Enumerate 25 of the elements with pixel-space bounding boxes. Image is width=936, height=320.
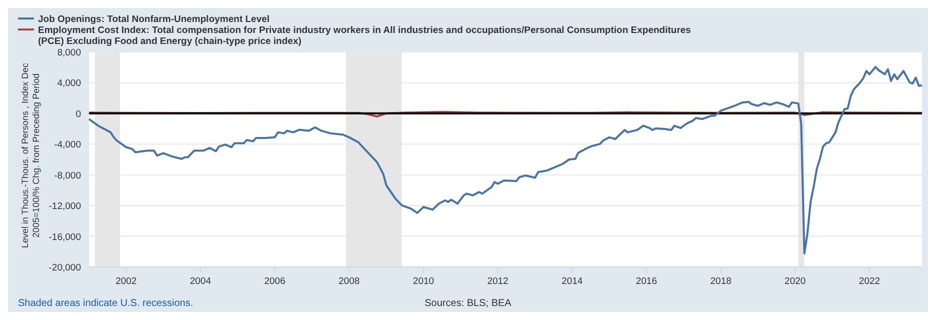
- x-tick-label: 2018: [710, 276, 732, 287]
- source-note: Sources: BLS; BEA: [424, 298, 512, 309]
- x-tick-label: 2002: [116, 276, 137, 287]
- x-tick-label: 2022: [858, 276, 880, 287]
- y-tick-label: -4,000: [54, 140, 81, 151]
- x-tick-label: 2010: [412, 276, 434, 287]
- x-tick-label: 2014: [562, 276, 583, 287]
- y-tick-label: -16,000: [48, 232, 81, 243]
- y-tick-label: 8,000: [57, 48, 81, 58]
- legend-label: Employment Cost Index: Total compensation for Private industry workers in All industries and occupations/Personal Consumption Expenditures (PCE) Excluding Food and Energy (chain-type price index): [38, 25, 691, 47]
- y-tick-label: 0: [76, 108, 81, 120]
- y-tick-label: -12,000: [48, 201, 81, 212]
- y-tick-label: -8,000: [54, 170, 81, 182]
- x-tick-label: 2008: [338, 276, 360, 287]
- y-tick-label: 4,000: [57, 78, 81, 90]
- y-tick-label: -20,000: [48, 262, 81, 274]
- x-tick-label: 2004: [190, 276, 211, 287]
- legend-label: Job Openings: Total Nonfarm-Unemployment Level: [38, 14, 270, 25]
- x-tick-label: 2006: [264, 276, 286, 287]
- x-tick-label: 2020: [784, 276, 806, 287]
- line-series: [88, 66, 923, 254]
- y-axis-title: Level in Thous.-Thous. of Persons , Index Dec 2005=100/% Chg. from Preceding Period: [20, 62, 41, 248]
- text: Shaded areas indicate U.S. recessions.: [18, 298, 194, 309]
- x-tick-label: 2012: [487, 276, 508, 287]
- x-tick-label: 2016: [636, 276, 658, 287]
